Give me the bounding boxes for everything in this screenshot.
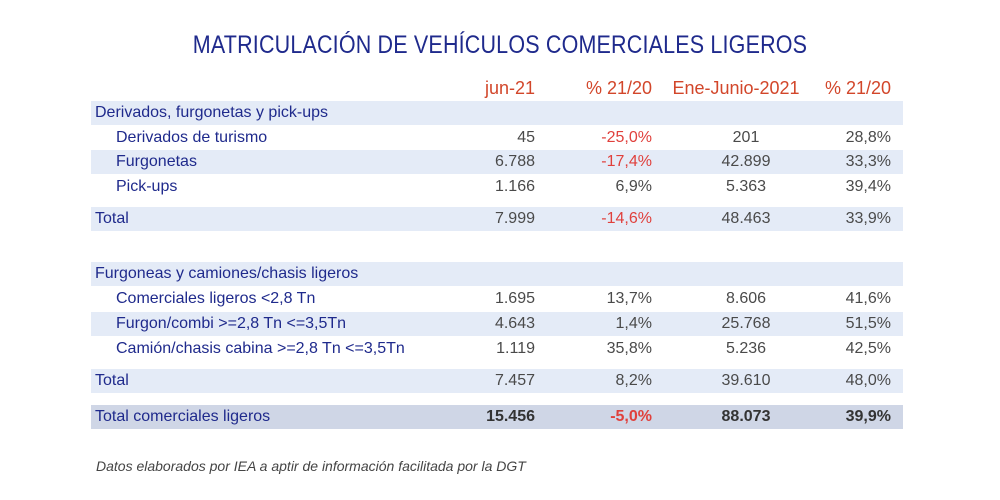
cell-pct-ytd: 39,9% — [845, 408, 891, 425]
table-title: MATRICULACIÓN DE VEHÍCULOS COMERCIALES L… — [192, 31, 808, 59]
cell-ene-junio: 5.363 — [725, 178, 767, 195]
cell-pct-ytd: 42,5% — [845, 340, 891, 357]
cell-jun21: 1.166 — [494, 178, 535, 195]
grand-total-label: Total comerciales ligeros — [95, 408, 271, 425]
cell-jun21: 15.456 — [486, 408, 535, 425]
row-label: Comerciales ligeros <2,8 Tn — [116, 290, 316, 307]
cell-pct-month: 35,8% — [606, 340, 652, 357]
row-label: Camión/chasis cabina >=2,8 Tn <=3,5Tn — [116, 340, 405, 357]
section-header-row: Furgoneas y camiones/chasis ligeros — [91, 262, 903, 286]
cell-pct-month: 13,7% — [606, 290, 652, 307]
col-header-jun21: jun-21 — [484, 78, 535, 98]
table-row: Camión/chasis cabina >=2,8 Tn <=3,5Tn 1.… — [91, 337, 903, 361]
cell-pct-ytd: 48,0% — [845, 372, 891, 389]
cell-pct-ytd: 39,4% — [845, 178, 891, 195]
cell-ene-junio: 201 — [732, 129, 760, 146]
row-label: Derivados de turismo — [116, 129, 268, 146]
cell-pct-month: 6,9% — [615, 178, 652, 195]
cell-jun21: 6.788 — [494, 153, 535, 170]
total-row: Total 7.457 8,2% 39.610 48,0% — [91, 369, 903, 393]
footnote: Datos elaborados por IEA a aptir de info… — [96, 458, 526, 474]
section-header-label: Derivados, furgonetas y pick-ups — [95, 104, 328, 121]
table-row: Furgonetas 6.788 -17,4% 42.899 33,3% — [91, 150, 903, 174]
cell-ene-junio: 88.073 — [721, 408, 771, 425]
cell-jun21: 45 — [517, 129, 535, 146]
grand-total-row: Total comerciales ligeros 15.456 -5,0% 8… — [91, 405, 903, 429]
cell-pct-ytd: 28,8% — [845, 129, 891, 146]
total-row: Total 7.999 -14,6% 48.463 33,9% — [91, 207, 903, 231]
col-header-pct1: % 21/20 — [585, 78, 652, 98]
cell-ene-junio: 8.606 — [725, 290, 767, 307]
cell-jun21: 7.457 — [494, 372, 535, 389]
table-row: Pick-ups 1.166 6,9% 5.363 39,4% — [91, 175, 903, 199]
cell-jun21: 4.643 — [494, 315, 535, 332]
col-header-pct2: % 21/20 — [824, 78, 891, 98]
row-label: Pick-ups — [116, 178, 178, 195]
total-label: Total — [95, 210, 129, 227]
cell-pct-month: -14,6% — [601, 210, 652, 227]
cell-ene-junio: 5.236 — [725, 340, 767, 357]
cell-pct-ytd: 41,6% — [845, 290, 891, 307]
cell-jun21: 1.119 — [496, 340, 535, 357]
cell-pct-month: -25,0% — [601, 129, 652, 146]
cell-ene-junio: 48.463 — [721, 210, 771, 227]
cell-ene-junio: 25.768 — [721, 315, 771, 332]
row-label: Furgonetas — [116, 153, 197, 170]
cell-ene-junio: 42.899 — [721, 153, 771, 170]
col-header-ene-junio: Ene-Junio-2021 — [672, 78, 800, 98]
table-row: Comerciales ligeros <2,8 Tn 1.695 13,7% … — [91, 287, 903, 311]
row-label: Furgon/combi >=2,8 Tn <=3,5Tn — [116, 315, 347, 332]
cell-pct-ytd: 51,5% — [845, 315, 891, 332]
cell-pct-month: -5,0% — [610, 408, 652, 425]
section-header-label: Furgoneas y camiones/chasis ligeros — [95, 265, 359, 282]
cell-pct-ytd: 33,3% — [845, 153, 891, 170]
cell-jun21: 1.695 — [494, 290, 535, 307]
section-header-row: Derivados, furgonetas y pick-ups — [91, 101, 903, 125]
cell-pct-ytd: 33,9% — [845, 210, 891, 227]
cell-jun21: 7.999 — [494, 210, 535, 227]
total-label: Total — [95, 372, 129, 389]
cell-pct-month: 8,2% — [615, 372, 652, 389]
cell-ene-junio: 39.610 — [721, 372, 771, 389]
table-row: Derivados de turismo 45 -25,0% 201 28,8% — [91, 126, 903, 150]
table-row: Furgon/combi >=2,8 Tn <=3,5Tn 4.643 1,4%… — [91, 312, 903, 336]
cell-pct-month: 1,4% — [615, 315, 652, 332]
cell-pct-month: -17,4% — [601, 153, 652, 170]
